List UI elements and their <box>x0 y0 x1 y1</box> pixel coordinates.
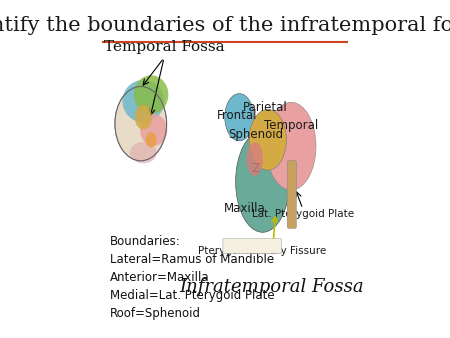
FancyBboxPatch shape <box>287 161 296 228</box>
Text: Maxilla: Maxilla <box>224 202 266 215</box>
Ellipse shape <box>122 80 164 122</box>
Text: Lat. Pterygoid Plate: Lat. Pterygoid Plate <box>252 209 354 219</box>
Ellipse shape <box>115 87 166 161</box>
Ellipse shape <box>130 142 157 163</box>
Text: Temporal: Temporal <box>264 119 318 132</box>
Text: Frontal: Frontal <box>216 109 257 122</box>
Text: Temporal Fossa: Temporal Fossa <box>104 41 225 54</box>
FancyBboxPatch shape <box>223 239 282 254</box>
Ellipse shape <box>140 114 167 146</box>
Ellipse shape <box>146 132 157 148</box>
Ellipse shape <box>134 75 168 114</box>
Ellipse shape <box>247 142 263 176</box>
Text: Pterygomaxillary Fissure: Pterygomaxillary Fissure <box>198 246 327 256</box>
Ellipse shape <box>236 131 289 232</box>
Ellipse shape <box>135 105 152 130</box>
Text: Parietal: Parietal <box>243 101 288 114</box>
Ellipse shape <box>225 94 254 141</box>
Text: Identify the boundaries of the infratemporal fossa.: Identify the boundaries of the infratemp… <box>0 16 450 35</box>
Text: Boundaries:
Lateral=Ramus of Mandible
Anterior=Maxilla
Medial=Lat. Pterygoid Pla: Boundaries: Lateral=Ramus of Mandible An… <box>110 235 274 320</box>
Ellipse shape <box>266 102 316 190</box>
Text: Sphenoid: Sphenoid <box>228 128 283 141</box>
Text: Infratemporal Fossa: Infratemporal Fossa <box>180 278 364 296</box>
Text: Z: Z <box>251 162 260 175</box>
Ellipse shape <box>249 110 287 170</box>
